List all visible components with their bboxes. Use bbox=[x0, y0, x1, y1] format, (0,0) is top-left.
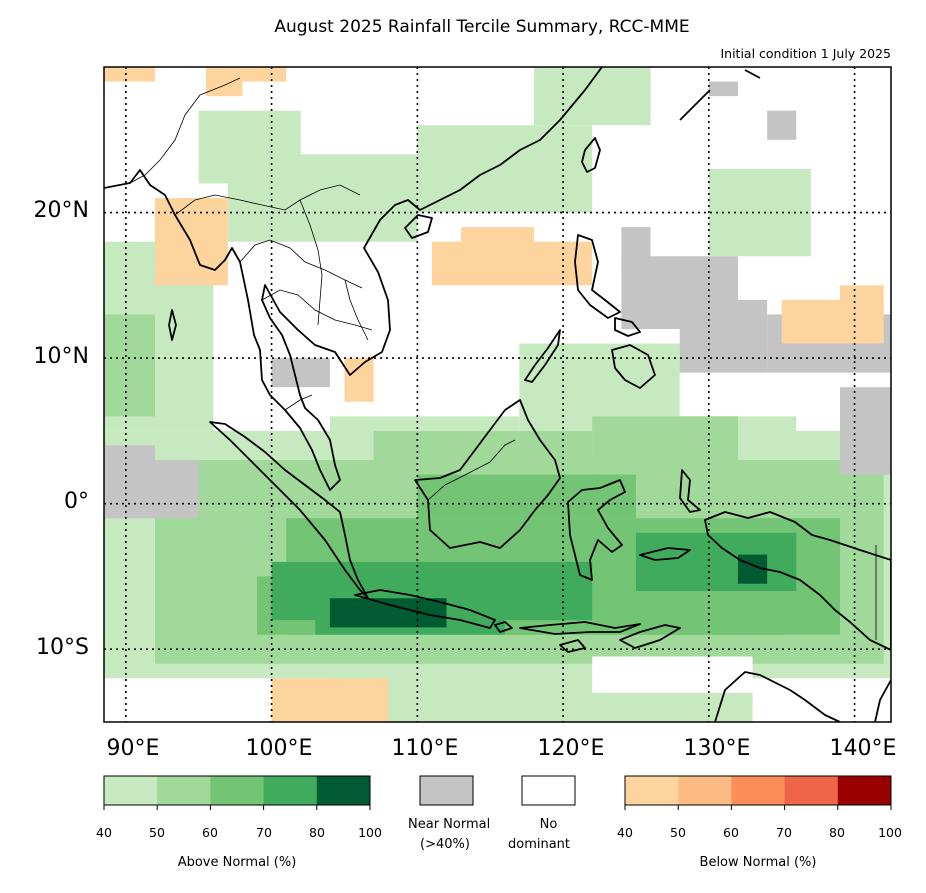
colorbar-swatch bbox=[263, 776, 318, 805]
above-normal-colorbar bbox=[103, 775, 371, 810]
tercile-cell bbox=[271, 678, 389, 722]
lon-label-140e: 140°E bbox=[829, 736, 897, 761]
country-borders bbox=[129, 77, 877, 640]
tercile-cell bbox=[592, 416, 738, 475]
no-dominant-caption-2: dominant bbox=[508, 837, 571, 852]
above-tick: 50 bbox=[149, 825, 165, 840]
lon-label-130e: 130°E bbox=[683, 736, 751, 761]
colorbar-frame bbox=[103, 775, 371, 806]
tercile-cell bbox=[533, 67, 651, 126]
colorbar-swatch bbox=[104, 776, 158, 805]
colorbar-swatch bbox=[210, 776, 265, 805]
below-tick: 70 bbox=[776, 825, 792, 840]
no-dominant-swatch bbox=[521, 775, 576, 806]
graticule bbox=[104, 67, 891, 722]
tercile-cell bbox=[417, 125, 593, 213]
no-dominant-caption-1: No bbox=[539, 817, 558, 832]
below-normal-caption: Below Normal (%) bbox=[699, 855, 817, 870]
below-tick: 50 bbox=[670, 825, 686, 840]
colorbar-frame bbox=[624, 775, 892, 806]
lon-label-100e: 100°E bbox=[245, 736, 313, 761]
below-tick: 40 bbox=[617, 825, 633, 840]
tercile-cell bbox=[461, 227, 534, 257]
tercile-cell bbox=[752, 678, 891, 722]
above-normal-caption: Above Normal (%) bbox=[177, 855, 297, 870]
colorbar-swatch bbox=[784, 776, 839, 805]
tercile-cell bbox=[206, 67, 243, 97]
lon-label-110e: 110°E bbox=[391, 736, 459, 761]
tercile-cell bbox=[184, 561, 258, 650]
above-tick: 100 bbox=[358, 825, 382, 840]
tercile-cell bbox=[104, 67, 156, 82]
coastlines bbox=[104, 67, 891, 722]
near-normal-swatch bbox=[419, 775, 474, 806]
above-tick: 40 bbox=[96, 825, 112, 840]
map-title: August 2025 Rainfall Tercile Summary, RC… bbox=[274, 17, 690, 37]
near-normal-caption-1: Near Normal bbox=[408, 817, 491, 832]
tercile-cell bbox=[104, 314, 156, 417]
near-normal-caption-2: (>40%) bbox=[420, 837, 470, 852]
below-tick: 80 bbox=[829, 825, 845, 840]
colorbar-swatch bbox=[625, 776, 679, 805]
colorbar-swatch bbox=[157, 776, 211, 805]
colorbar-swatch bbox=[837, 776, 892, 805]
tercile-cell bbox=[767, 110, 797, 140]
tercile-cell bbox=[621, 227, 651, 271]
colorbar-swatch bbox=[731, 776, 786, 805]
lon-label-90e: 90°E bbox=[106, 736, 160, 761]
colorbar-swatch bbox=[316, 776, 371, 805]
below-normal-colorbar bbox=[624, 775, 892, 810]
tercile-cell bbox=[271, 358, 330, 388]
tercile-cell bbox=[198, 110, 301, 184]
above-tick: 70 bbox=[256, 825, 272, 840]
tercile-cell bbox=[329, 598, 447, 628]
above-tick: 80 bbox=[309, 825, 325, 840]
lat-label-20n: 20°N bbox=[33, 198, 89, 223]
tercile-cell bbox=[679, 299, 768, 373]
tercile-cell bbox=[417, 474, 636, 519]
tercile-grid bbox=[104, 67, 891, 722]
tercile-cell bbox=[344, 358, 374, 402]
below-tick: 60 bbox=[723, 825, 739, 840]
map-subtitle: Initial condition 1 July 2025 bbox=[720, 46, 891, 61]
lat-label-10s: 10°S bbox=[36, 635, 89, 660]
below-tick: 100 bbox=[878, 825, 902, 840]
above-tick: 60 bbox=[202, 825, 218, 840]
tercile-cell bbox=[104, 445, 156, 519]
tercile-cell bbox=[155, 460, 199, 519]
lon-label-120e: 120°E bbox=[537, 736, 605, 761]
colorbar-swatch bbox=[678, 776, 732, 805]
tercile-cell bbox=[592, 656, 753, 693]
tercile-cell bbox=[242, 67, 287, 82]
map-frame bbox=[103, 66, 892, 723]
lat-label-0: 0° bbox=[64, 489, 89, 514]
tercile-cell bbox=[839, 387, 891, 475]
lat-label-10n: 10°N bbox=[33, 344, 89, 369]
tercile-cell bbox=[708, 81, 738, 97]
tercile-cell bbox=[839, 285, 884, 315]
